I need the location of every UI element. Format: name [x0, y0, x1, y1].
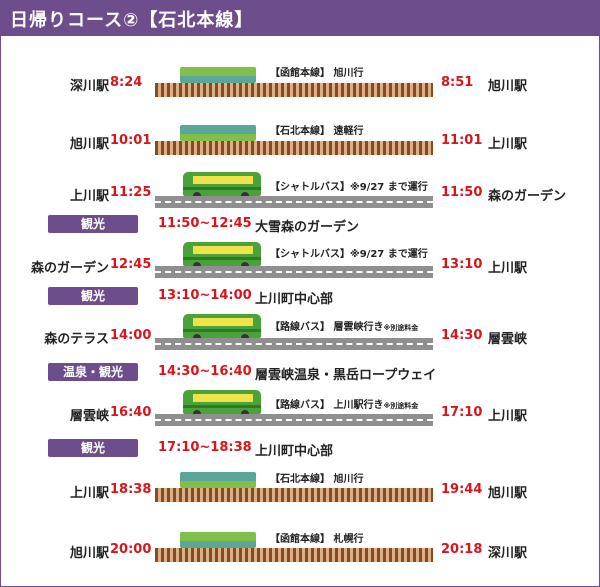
departure-station: 深川駅: [69, 79, 109, 94]
sightseeing-place: 層雲峡温泉・黒岳ロープウェイ: [255, 368, 437, 383]
bus-icon: [183, 314, 261, 342]
leg-row: 上川駅 18:38 【石北本線】 旭川行 19:44 旭川駅: [0, 465, 600, 505]
page-header: 日帰りコース②【石北本線】: [0, 0, 600, 36]
arrival-time: 8:51: [441, 75, 474, 90]
arrival-station: 上川駅: [488, 261, 528, 276]
arrival-station: 旭川駅: [488, 486, 528, 501]
departure-station: 旭川駅: [69, 137, 109, 152]
leg-row: 森のガーデン 12:45 【シャトルバス】※9/27 まで運行 13:10 上川…: [0, 240, 600, 280]
leg-row: 旭川駅 10:01 【石北本線】 遠軽行 11:01 上川駅: [0, 120, 600, 160]
departure-time: 8:24: [110, 75, 143, 90]
leg-row: 深川駅 8:24 【函館本線】 旭川行 8:51 旭川駅: [0, 62, 600, 102]
arrival-station: 森のガーデン: [488, 189, 567, 204]
sightseeing-badge: 観光: [48, 287, 138, 305]
departure-time: 12:45: [110, 257, 152, 272]
rail-track-icon: [155, 141, 433, 155]
page-title: 日帰りコース②【石北本線】: [10, 10, 254, 31]
departure-station: 上川駅: [69, 189, 109, 204]
arrival-time: 13:10: [441, 257, 483, 272]
leg-row: 森のテラス 14:00 【路線バス】 層雲峡行き※別途料金 14:30 層雲峡: [0, 312, 600, 352]
departure-station: 森のガーデン: [30, 261, 109, 276]
train-icon: [180, 125, 256, 141]
rail-track-icon: [155, 83, 433, 97]
arrival-time: 14:30: [441, 328, 483, 343]
sightseeing-row: 観光 11:50~12:45 大雪森のガーデン: [0, 214, 600, 235]
service-label: 【石北本線】 旭川行: [270, 474, 364, 485]
service-label: 【路線バス】 層雲峡行き※別途料金: [270, 322, 419, 333]
sightseeing-row: 観光 13:10~14:00 上川町中心部: [0, 286, 600, 307]
arrival-station: 上川駅: [488, 137, 528, 152]
train-icon: [180, 67, 256, 83]
train-icon: [180, 472, 256, 488]
departure-time: 16:40: [110, 405, 152, 420]
sightseeing-place: 上川町中心部: [255, 444, 334, 459]
departure-station: 上川駅: [69, 486, 109, 501]
road-icon: [155, 414, 433, 426]
sightseeing-badge: 温泉・観光: [48, 363, 138, 381]
arrival-time: 19:44: [441, 482, 483, 497]
bus-icon: [183, 242, 261, 270]
train-icon: [180, 532, 256, 548]
rail-track-icon: [155, 548, 433, 562]
sightseeing-row: 温泉・観光 14:30~16:40 層雲峡温泉・黒岳ロープウェイ: [0, 362, 600, 383]
arrival-time: 11:01: [441, 133, 483, 148]
road-icon: [155, 266, 433, 278]
departure-time: 14:00: [110, 328, 152, 343]
arrival-station: 深川駅: [488, 546, 528, 561]
departure-time: 11:25: [110, 185, 152, 200]
departure-station: 森のテラス: [44, 332, 109, 347]
arrival-station: 層雲峡: [488, 332, 528, 347]
road-icon: [155, 196, 433, 208]
sightseeing-row: 観光 17:10~18:38 上川町中心部: [0, 438, 600, 459]
sightseeing-time: 14:30~16:40: [158, 364, 252, 379]
rail-track-icon: [155, 488, 433, 502]
sightseeing-badge: 観光: [48, 215, 138, 233]
departure-time: 20:00: [110, 542, 152, 557]
road-icon: [155, 338, 433, 350]
service-label: 【函館本線】 札幌行: [270, 534, 364, 545]
leg-row: 上川駅 11:25 【シャトルバス】※9/27 まで運行 11:50 森のガーデ…: [0, 170, 600, 210]
service-label: 【シャトルバス】※9/27 まで運行: [270, 249, 428, 260]
departure-station: 旭川駅: [69, 546, 109, 561]
sightseeing-time: 17:10~18:38: [158, 440, 252, 455]
leg-row: 旭川駅 20:00 【函館本線】 札幌行 20:18 深川駅: [0, 525, 600, 565]
sightseeing-badge: 観光: [48, 439, 138, 457]
arrival-station: 旭川駅: [488, 79, 528, 94]
sightseeing-time: 11:50~12:45: [158, 216, 252, 231]
departure-time: 18:38: [110, 482, 152, 497]
bus-icon: [183, 390, 261, 418]
service-label: 【石北本線】 遠軽行: [270, 126, 364, 137]
sightseeing-place: 上川町中心部: [255, 292, 334, 307]
departure-station: 層雲峡: [69, 409, 109, 424]
service-label: 【シャトルバス】※9/27 まで運行: [270, 182, 428, 193]
leg-row: 層雲峡 16:40 【路線バス】 上川駅行き※別途料金 17:10 上川駅: [0, 388, 600, 428]
departure-time: 10:01: [110, 133, 152, 148]
arrival-station: 上川駅: [488, 409, 528, 424]
arrival-time: 11:50: [441, 185, 483, 200]
sightseeing-time: 13:10~14:00: [158, 288, 252, 303]
extra-fee-note: ※別途料金: [383, 402, 419, 410]
arrival-time: 20:18: [441, 542, 483, 557]
arrival-time: 17:10: [441, 405, 483, 420]
sightseeing-place: 大雪森のガーデン: [255, 220, 360, 235]
service-label: 【函館本線】 旭川行: [270, 68, 364, 79]
bus-icon: [183, 172, 261, 200]
extra-fee-note: ※別途料金: [383, 324, 419, 332]
service-label: 【路線バス】 上川駅行き※別途料金: [270, 400, 419, 411]
